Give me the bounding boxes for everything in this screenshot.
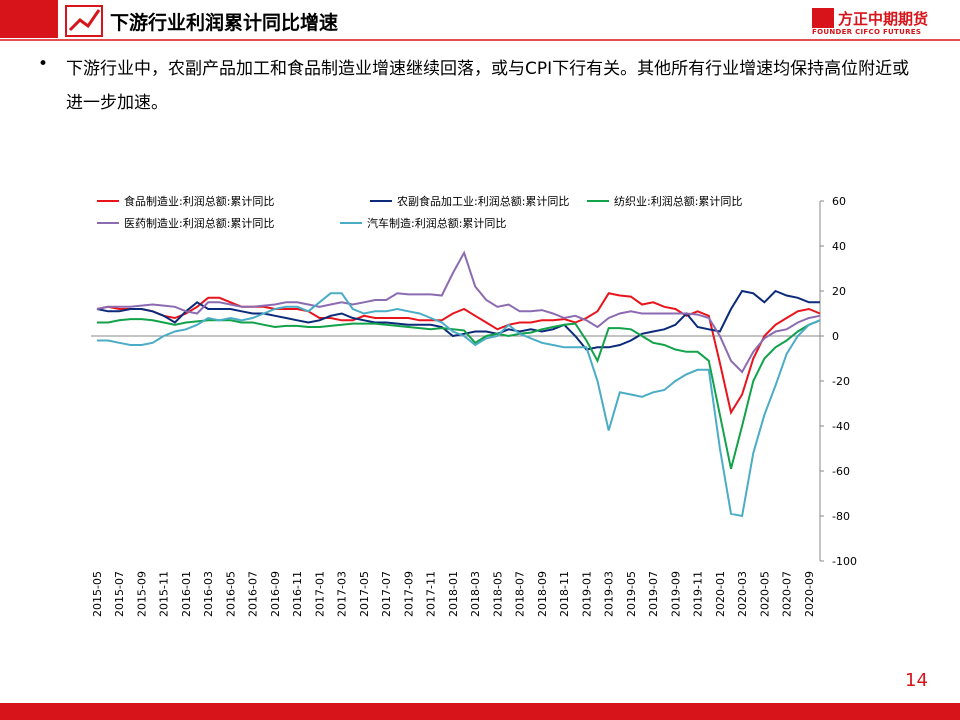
x-tick-label: 2019-05 — [625, 571, 638, 617]
x-tick-label: 2017-01 — [313, 571, 326, 617]
y-tick-label: 60 — [832, 195, 846, 208]
x-tick-label: 2020-09 — [803, 571, 816, 617]
x-tick-label: 2019-07 — [647, 571, 660, 617]
x-tick-label: 2015-05 — [91, 571, 104, 617]
logo-text: 方正中期期货 — [838, 10, 929, 28]
header-icon — [65, 5, 103, 37]
x-tick-label: 2020-03 — [736, 571, 749, 617]
x-tick-label: 2015-09 — [135, 571, 148, 617]
x-tick-label: 2020-01 — [714, 571, 727, 617]
y-tick-label: 40 — [832, 240, 846, 253]
footer-bar — [0, 703, 960, 720]
x-tick-label: 2016-09 — [269, 571, 282, 617]
x-tick-label: 2015-11 — [158, 571, 171, 617]
x-tick-label: 2016-11 — [291, 571, 304, 617]
x-tick-label: 2019-09 — [669, 571, 682, 617]
x-tick-label: 2016-03 — [202, 571, 215, 617]
series-line — [96, 292, 821, 416]
x-tick-label: 2017-11 — [425, 571, 438, 617]
x-tick-label: 2020-07 — [781, 571, 794, 617]
series-line — [97, 292, 821, 518]
slide-title: 下游行业利润累计同比增速 — [110, 12, 339, 34]
x-tick-label: 2018-05 — [491, 571, 504, 617]
legend-label: 医药制造业:利润总额:累计同比 — [124, 216, 274, 230]
x-tick-label: 2017-09 — [402, 571, 415, 617]
logo-subtext: FOUNDER CIFCO FUTURES — [812, 28, 922, 36]
y-tick-label: -100 — [832, 555, 857, 568]
x-tick-label: 2016-05 — [224, 571, 237, 617]
x-tick-label: 2018-01 — [447, 571, 460, 617]
x-tick-label: 2017-07 — [380, 571, 393, 617]
y-tick-label: 0 — [832, 330, 839, 343]
x-tick-label: 2017-03 — [336, 571, 349, 617]
x-tick-label: 2018-11 — [558, 571, 571, 617]
x-tick-label: 2016-07 — [247, 571, 260, 617]
legend-label: 农副食品加工业:利润总额:累计同比 — [397, 194, 569, 208]
x-tick-label: 2016-01 — [180, 571, 193, 617]
legend-label: 汽车制造:利润总额:累计同比 — [367, 216, 506, 230]
page-number: 14 — [905, 670, 928, 691]
x-tick-label: 2018-07 — [514, 571, 527, 617]
y-tick-label: -80 — [832, 510, 850, 523]
x-tick-label: 2015-07 — [113, 571, 126, 617]
header-block — [0, 0, 58, 38]
header-icon-arrow — [68, 9, 101, 32]
series-line — [96, 250, 821, 374]
bullet-text: 下游行业中，农副产品加工和食品制造业增速继续回落，或与CPI下行有关。其他所有行… — [66, 59, 910, 113]
x-tick-label: 2019-01 — [580, 571, 593, 617]
x-tick-label: 2019-11 — [692, 571, 705, 617]
y-tick-label: 20 — [832, 285, 846, 298]
series-line — [96, 289, 820, 351]
y-tick-label: -60 — [832, 465, 850, 478]
x-tick-label: 2017-05 — [358, 571, 371, 617]
bullet-dot: • — [38, 54, 49, 74]
x-tick-label: 2020-05 — [758, 571, 771, 617]
legend-label: 食品制造业:利润总额:累计同比 — [124, 194, 274, 208]
x-tick-label: 2019-03 — [603, 571, 616, 617]
x-tick-label: 2018-09 — [536, 571, 549, 617]
y-tick-label: -20 — [832, 375, 850, 388]
legend-label: 纺织业:利润总额:累计同比 — [614, 194, 742, 208]
logo-mark — [812, 8, 834, 28]
y-tick-label: -40 — [832, 420, 850, 433]
x-tick-label: 2018-03 — [469, 571, 482, 617]
